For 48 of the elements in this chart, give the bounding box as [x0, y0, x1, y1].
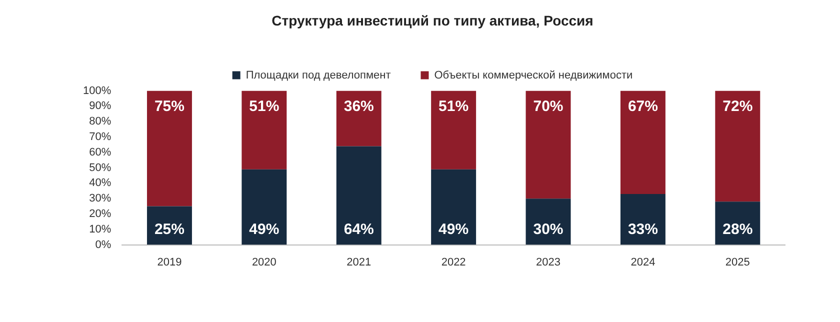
- bar: [620, 194, 666, 245]
- chart-title: Структура инвестиций по типу актива, Россия: [272, 12, 594, 28]
- data-label: 30%: [533, 220, 564, 238]
- x-tick-label: 2022: [441, 256, 466, 268]
- data-label: 49%: [249, 220, 280, 238]
- x-tick-label: 2021: [346, 256, 372, 268]
- data-label: 70%: [533, 98, 564, 115]
- bar: [336, 90, 382, 146]
- data-label: 75%: [154, 98, 184, 115]
- data-label: 51%: [438, 98, 469, 115]
- x-tick-label: 2025: [725, 256, 750, 268]
- bar: [715, 202, 760, 245]
- y-tick-label: 30%: [89, 192, 112, 205]
- data-label: 33%: [628, 220, 658, 238]
- data-label: 64%: [344, 220, 374, 238]
- data-label: 72%: [722, 98, 753, 115]
- bar: [715, 90, 760, 202]
- bar: [146, 90, 192, 206]
- data-label: 49%: [438, 220, 469, 238]
- y-tick-label: 60%: [89, 146, 112, 158]
- data-label: 36%: [344, 98, 374, 115]
- legend-label: Объекты коммерческой недвижимости: [434, 69, 633, 82]
- x-tick-label: 2019: [157, 256, 182, 268]
- y-tick-label: 20%: [89, 208, 112, 220]
- bar: [431, 169, 476, 245]
- legend-label: Площадки под девелопмент: [246, 69, 391, 82]
- y-tick-label: 70%: [89, 131, 112, 144]
- bar: [242, 169, 287, 245]
- bar: [526, 198, 571, 245]
- data-label: 67%: [628, 98, 658, 115]
- data-label: 25%: [154, 220, 184, 238]
- x-tick-label: 2020: [252, 256, 276, 268]
- bar: [526, 90, 571, 199]
- y-tick-label: 80%: [89, 116, 112, 128]
- bar: [431, 90, 476, 170]
- bar: [620, 90, 666, 194]
- y-tick-label: 50%: [89, 162, 112, 174]
- y-tick-label: 100%: [82, 84, 112, 97]
- x-tick-label: 2023: [536, 256, 561, 268]
- data-label: 51%: [249, 98, 280, 115]
- y-tick-label: 0%: [95, 238, 112, 251]
- bar: [336, 146, 382, 245]
- bar: [242, 90, 287, 170]
- x-tick-label: 2024: [630, 256, 656, 268]
- y-tick-label: 40%: [89, 177, 112, 190]
- y-tick-label: 90%: [89, 100, 112, 112]
- data-label: 28%: [722, 220, 753, 238]
- y-tick-label: 10%: [89, 223, 112, 236]
